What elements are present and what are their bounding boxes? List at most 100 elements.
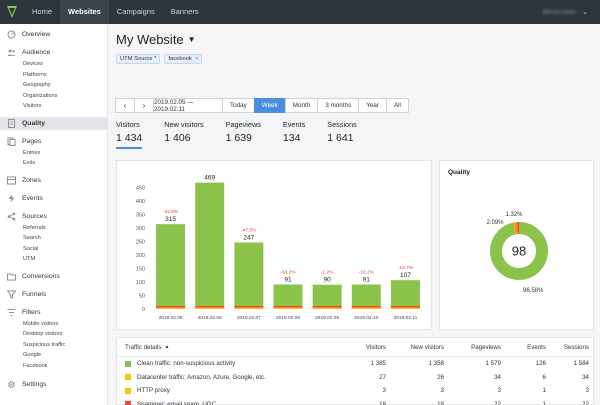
period-year-button[interactable]: Year bbox=[358, 98, 387, 113]
cell-visitors: 18 bbox=[379, 400, 386, 405]
cell-events: 1 bbox=[542, 387, 546, 395]
bar[interactable] bbox=[390, 280, 420, 309]
sidebar-item-conversions[interactable]: Conversions bbox=[0, 270, 107, 283]
stat-sessions[interactable]: Sessions 1 641 bbox=[327, 120, 357, 144]
bar-segment-yellow bbox=[390, 307, 420, 309]
sidebar-item-label: Sources bbox=[22, 212, 47, 220]
nav-campaigns[interactable]: Campaigns bbox=[116, 7, 155, 16]
traffic-type-label: Datacenter traffic: Amazon, Azure, Googl… bbox=[137, 373, 266, 381]
traffic-type-cell: Spammer: email spam, UGC bbox=[117, 401, 343, 405]
sidebar-subitem-desktop-visitors[interactable]: Desktop visitors bbox=[23, 331, 63, 337]
sidebar-item-events[interactable]: Events bbox=[0, 192, 107, 205]
bar-value-label: 107 bbox=[400, 272, 411, 279]
bar-segment-yellow bbox=[351, 307, 381, 309]
prev-period-button[interactable]: ‹ bbox=[115, 98, 135, 113]
donut-slice[interactable] bbox=[490, 222, 548, 280]
traffic-details-table: Traffic details ▲ Visitors New visitors P… bbox=[116, 337, 594, 405]
col-new-visitors[interactable]: New visitors bbox=[410, 343, 444, 351]
sidebar-item-audience[interactable]: Audience bbox=[0, 46, 107, 59]
sidebar-subitem-facebook[interactable]: Facebook bbox=[23, 362, 48, 369]
x-tick-label: 2019.02.10 bbox=[354, 315, 378, 321]
sidebar-item-quality[interactable]: Quality bbox=[0, 116, 107, 130]
nav-banners[interactable]: Banners bbox=[170, 7, 199, 16]
sidebar-subitem-search[interactable]: Search bbox=[23, 235, 41, 241]
sidebar-subitem-devices[interactable]: Devices bbox=[23, 61, 43, 67]
quality-score: 98 bbox=[512, 244, 526, 259]
cell-events: 6 bbox=[542, 373, 546, 381]
bar-value-label: 247 bbox=[243, 234, 254, 241]
sidebar-subitem-exits[interactable]: Exits bbox=[23, 160, 36, 166]
sidebar-subitem-visitors[interactable]: Visitors bbox=[23, 103, 42, 109]
user-menu[interactable]: demo-user ⌄ bbox=[543, 0, 588, 24]
y-tick-label: 200 bbox=[136, 253, 145, 259]
filter-tag-facebook[interactable]: facebook × bbox=[164, 54, 203, 64]
sidebar-item-pages[interactable]: Pages bbox=[0, 135, 107, 148]
bar[interactable] bbox=[234, 242, 264, 309]
remove-filter-icon[interactable]: × bbox=[194, 56, 199, 62]
filter-tag-utm-source[interactable]: UTM Source * bbox=[116, 54, 161, 64]
sidebar-item-sources[interactable]: Sources bbox=[0, 210, 107, 223]
bar-segment-red bbox=[351, 306, 381, 308]
period-week-button[interactable]: Week bbox=[253, 98, 286, 113]
table-row[interactable]: HTTP proxy 3 3 3 1 3 bbox=[117, 384, 593, 398]
table-row[interactable]: Clean traffic: non-suspicious activity 1 … bbox=[117, 357, 593, 371]
period-all-button[interactable]: All bbox=[385, 98, 409, 113]
sidebar-subitem-organizations[interactable]: Organizations bbox=[23, 92, 58, 99]
chevron-right-icon: › bbox=[142, 101, 146, 110]
bar-segment-red bbox=[390, 306, 420, 308]
date-range-bar: ‹ › 2019.02.05 — 2019.02.11 Today Week M… bbox=[115, 98, 409, 113]
sidebar-subitem-social[interactable]: Social bbox=[23, 245, 39, 252]
sidebar-item-filters[interactable]: Filters bbox=[0, 306, 107, 319]
bar[interactable] bbox=[312, 284, 342, 309]
sort-traffic-details[interactable]: Traffic details ▲ bbox=[125, 343, 170, 351]
sidebar-subitem-platforms[interactable]: Platforms bbox=[23, 71, 47, 78]
sidebar-item-settings[interactable]: Settings bbox=[0, 378, 107, 391]
stat-events[interactable]: Events 134 bbox=[282, 120, 306, 144]
sidebar-subitem-utm[interactable]: UTM bbox=[23, 256, 36, 262]
col-events[interactable]: Events bbox=[527, 343, 546, 351]
nav-websites[interactable]: Websites bbox=[60, 0, 109, 24]
bar-change-label: -47.5% bbox=[241, 227, 257, 233]
table-row[interactable]: Datacenter traffic: Amazon, Azure, Googl… bbox=[117, 371, 593, 385]
sidebar-item-overview[interactable]: Overview bbox=[0, 28, 107, 41]
bar[interactable] bbox=[273, 284, 303, 309]
sidebar-subitem-suspicious-traffic[interactable]: Suspicious traffic bbox=[23, 341, 66, 348]
bar[interactable] bbox=[156, 224, 186, 309]
sidebar-item-zones[interactable]: Zones bbox=[0, 174, 107, 187]
nav-home[interactable]: Home bbox=[32, 7, 53, 16]
sidebar-subitem-mobile-visitors[interactable]: Mobile visitors bbox=[23, 320, 59, 327]
date-range-input[interactable]: 2019.02.05 — 2019.02.11 bbox=[153, 98, 223, 113]
col-visitors[interactable]: Visitors bbox=[365, 343, 386, 351]
visitors-chart-card: 0 50 100 150 200 250 300 350 400 450 315 -32.5% 2019… bbox=[116, 160, 432, 330]
period-month-button[interactable]: Month bbox=[284, 98, 319, 113]
sidebar-item-label: Events bbox=[22, 194, 43, 202]
col-sessions[interactable]: Sessions bbox=[563, 343, 589, 351]
sidebar-subitem-entries[interactable]: Entries bbox=[23, 149, 41, 156]
sidebar-subitem-geography[interactable]: Geography bbox=[23, 82, 51, 88]
period-3months-button[interactable]: 3 months bbox=[317, 98, 360, 113]
pages-icon bbox=[7, 137, 16, 146]
website-selector[interactable]: My Website ▼ bbox=[116, 32, 196, 47]
sidebar-item-funnels[interactable]: Funnels bbox=[0, 288, 107, 301]
bar-value-label: 90 bbox=[324, 277, 332, 284]
stat-visitors[interactable]: Visitors 1 434 bbox=[116, 120, 143, 149]
period-today-button[interactable]: Today bbox=[222, 98, 255, 113]
col-pageviews[interactable]: Pageviews bbox=[471, 343, 501, 351]
next-period-button[interactable]: › bbox=[134, 98, 154, 113]
y-tick-label: 350 bbox=[136, 213, 145, 219]
sidebar-item-label: Settings bbox=[22, 381, 47, 388]
x-tick-label: 2019.02.08 bbox=[276, 315, 300, 321]
table-row[interactable]: Spammer: email spam, UGC 18 18 22 1 22 bbox=[117, 398, 593, 405]
cell-pageviews: 34 bbox=[494, 373, 501, 381]
bar-segment-red bbox=[156, 306, 186, 308]
sidebar-subitem-referrals[interactable]: Referrals bbox=[23, 224, 46, 231]
y-tick-label: 0 bbox=[142, 307, 145, 313]
stat-pageviews[interactable]: Pageviews 1 639 bbox=[225, 120, 261, 144]
bar[interactable] bbox=[195, 182, 225, 309]
bar[interactable] bbox=[351, 284, 381, 309]
cell-new-visitors: 3 bbox=[440, 387, 444, 395]
sidebar-subitem-google[interactable]: Google bbox=[23, 352, 42, 358]
zones-icon bbox=[7, 176, 16, 185]
logo-icon[interactable] bbox=[0, 0, 24, 24]
stat-new-visitors[interactable]: New visitors 1 406 bbox=[164, 120, 204, 144]
